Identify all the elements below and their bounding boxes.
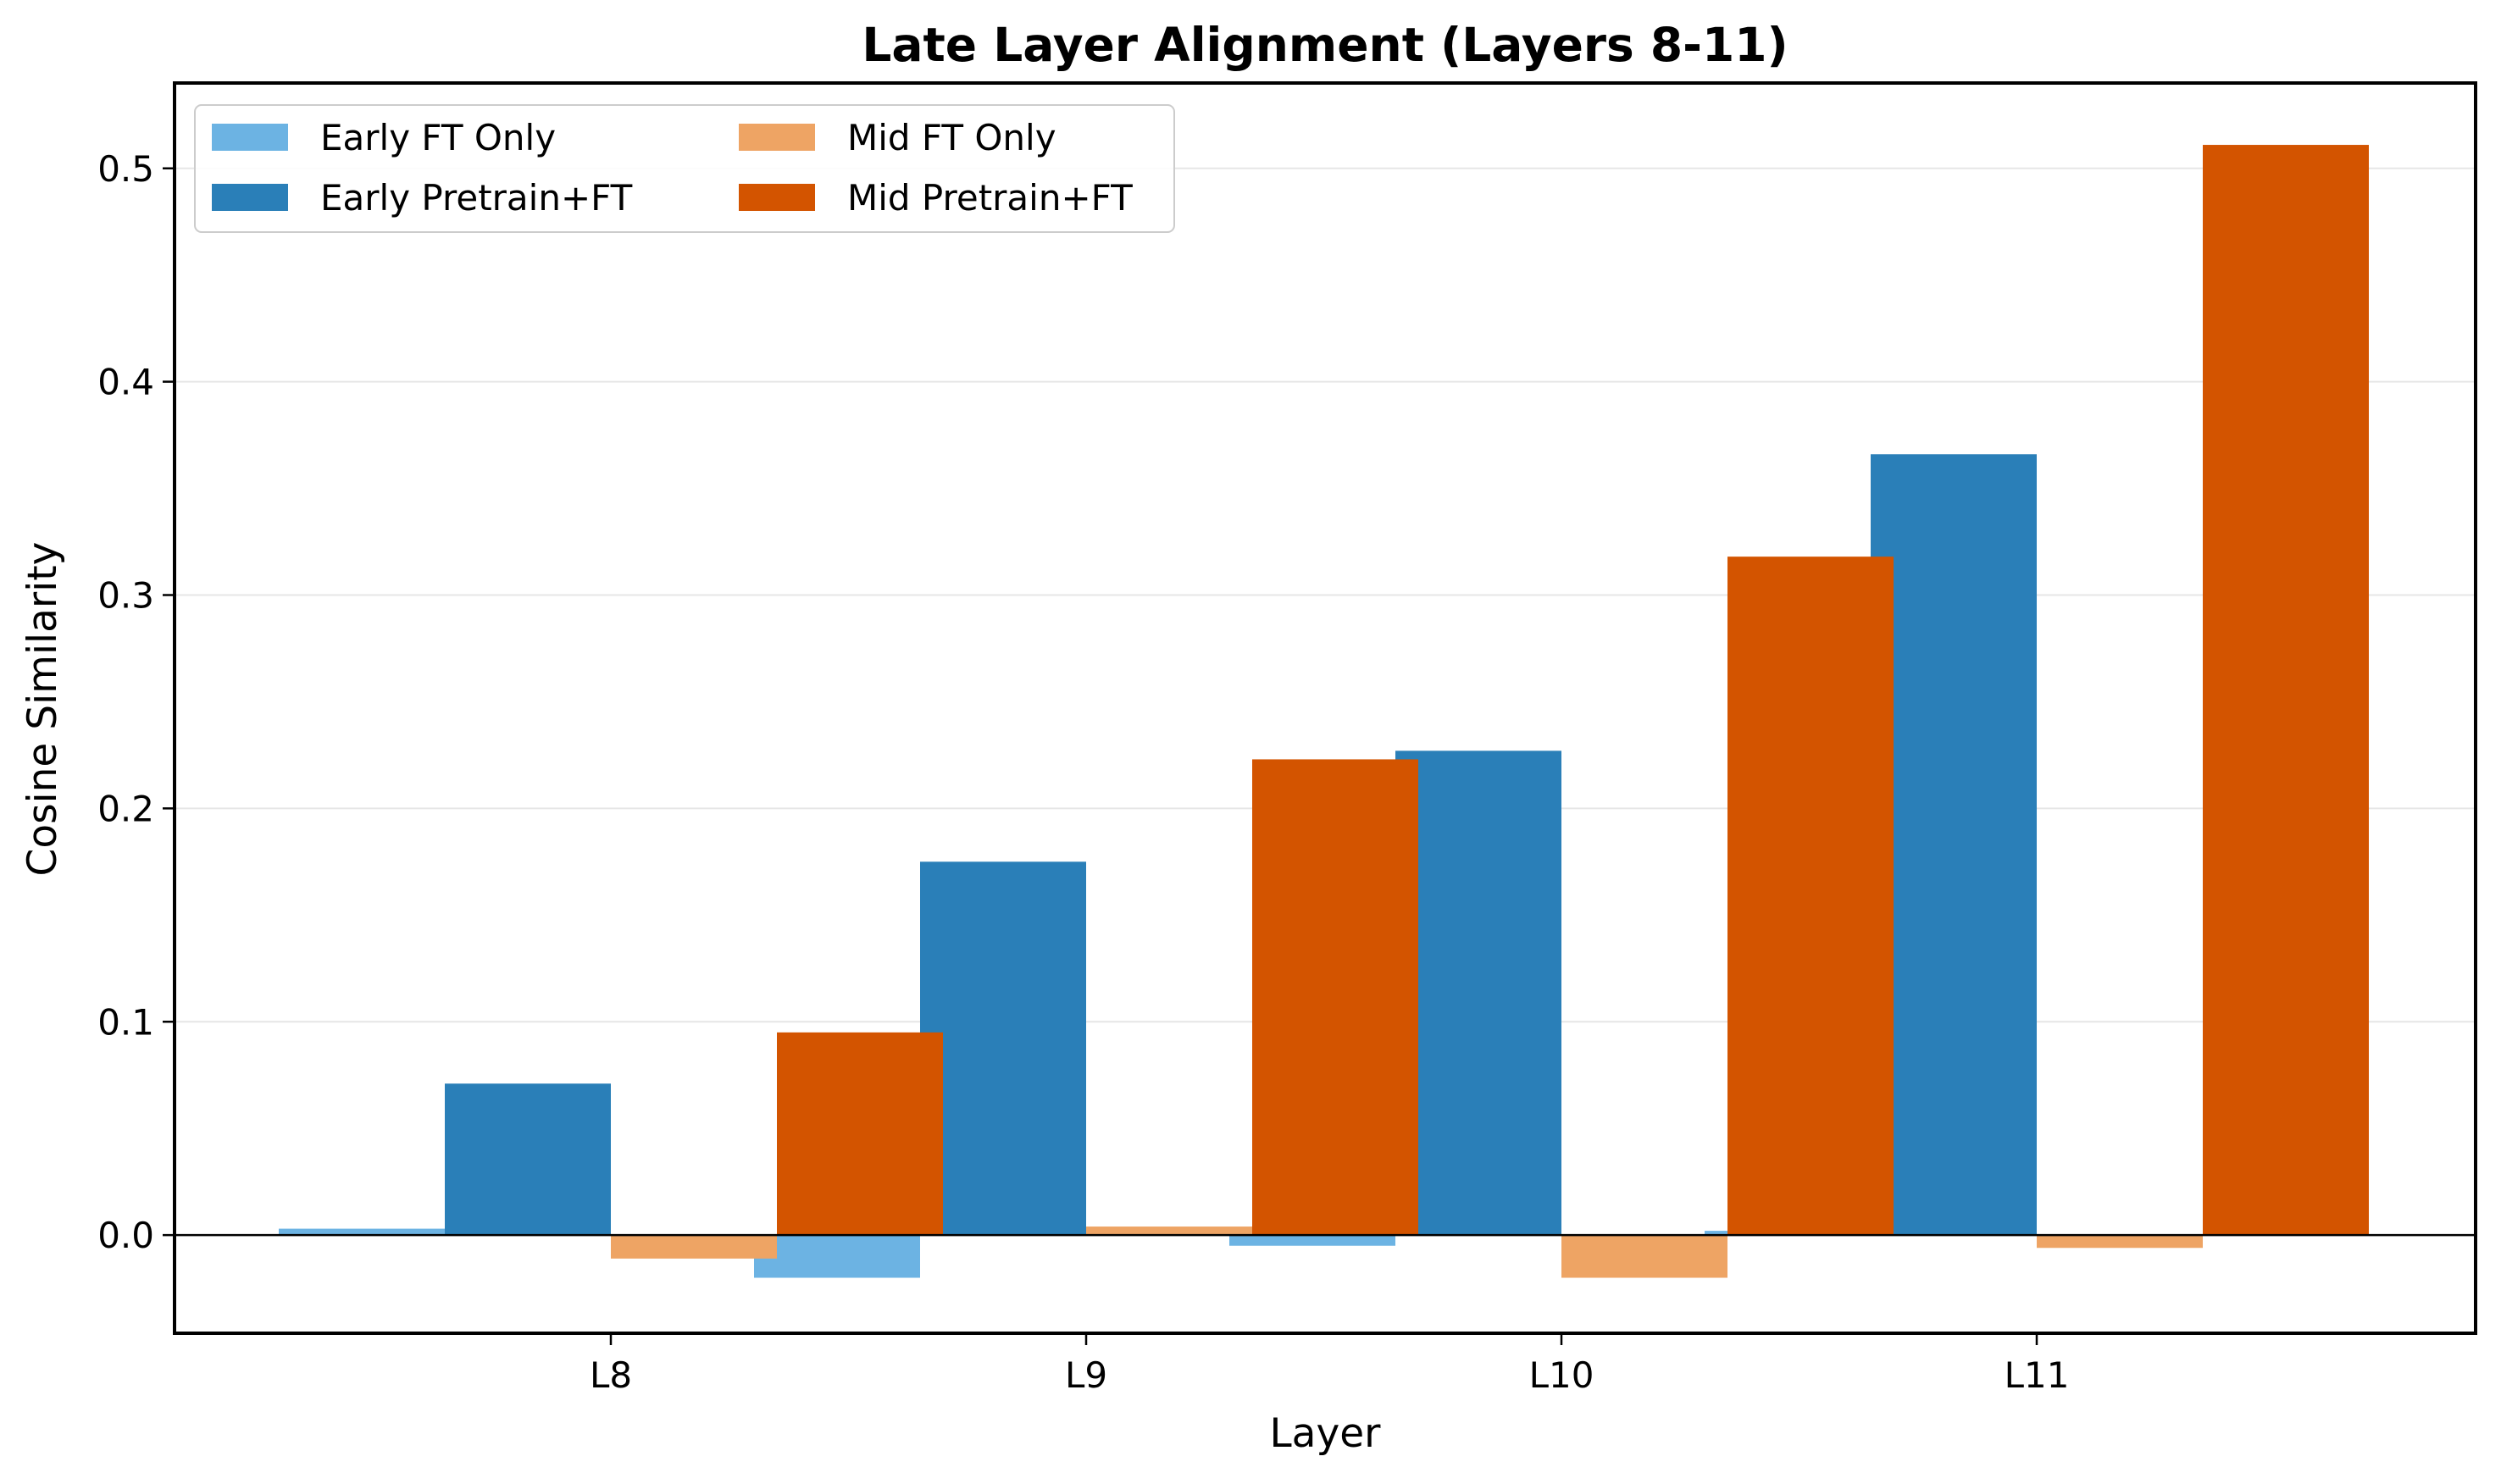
bar: [1086, 1227, 1252, 1236]
legend-label: Early Pretrain+FT: [320, 177, 633, 219]
y-tick-label: 0.5: [97, 148, 154, 190]
y-tick-label: 0.2: [97, 788, 154, 829]
legend-label: Mid FT Only: [847, 117, 1056, 158]
y-axis: 0.0 0.1 0.2 0.3 0.4 0.5: [97, 148, 175, 1256]
y-tick-label: 0.4: [97, 362, 154, 403]
bar: [1395, 750, 1561, 1236]
legend-swatch: [739, 124, 815, 151]
bar: [1252, 759, 1418, 1236]
legend-swatch: [212, 184, 288, 211]
bar: [1871, 454, 2037, 1236]
legend-swatch: [212, 124, 288, 151]
bar: [279, 1228, 445, 1236]
y-tick-label: 0.3: [97, 575, 154, 617]
plot-frame: [173, 81, 2477, 1335]
bar: [920, 861, 1086, 1236]
x-axis-label: Layer: [1269, 1410, 1381, 1457]
x-tick-label: L9: [1065, 1354, 1107, 1396]
bar: [754, 1235, 920, 1278]
bar: [611, 1235, 777, 1259]
chart-title: Late Layer Alignment (Layers 8-11): [862, 18, 1788, 72]
legend-label: Mid Pretrain+FT: [847, 177, 1133, 219]
legend-swatch: [739, 184, 815, 211]
legend-label: Early FT Only: [320, 117, 556, 158]
bar: [445, 1083, 611, 1236]
bar: [1727, 556, 1894, 1236]
bar: [777, 1032, 943, 1236]
x-tick-label: L10: [1529, 1354, 1594, 1396]
legend: Early FT Only Early Pretrain+FT Mid FT Onl…: [194, 104, 1175, 233]
y-tick-label: 0.1: [97, 1001, 154, 1043]
legend-frame: [194, 104, 1175, 233]
bar: [2037, 1235, 2203, 1249]
y-axis-label: Cosine Similarity: [19, 542, 66, 877]
x-axis: L8 L9 L10 L11: [590, 1333, 2069, 1396]
bar: [1561, 1235, 1727, 1278]
x-tick-label: L11: [2005, 1354, 2070, 1396]
bars: [279, 145, 2369, 1278]
y-tick-label: 0.0: [97, 1215, 154, 1256]
bar: [1229, 1235, 1395, 1246]
bar: [2203, 145, 2369, 1236]
x-tick-label: L8: [590, 1354, 632, 1396]
